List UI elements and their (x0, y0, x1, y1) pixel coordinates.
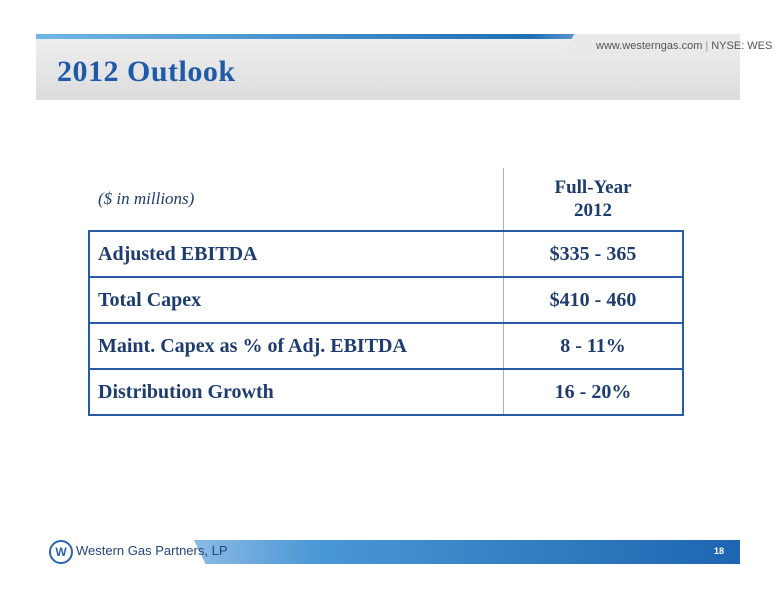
table-row: Total Capex $410 - 460 (88, 276, 682, 323)
row-label: Adjusted EBITDA (88, 230, 504, 277)
row-label: Distribution Growth (88, 368, 504, 414)
row-value: $410 - 460 (503, 276, 682, 323)
page-title: 2012 Outlook (57, 55, 236, 88)
row-label: Maint. Capex as % of Adj. EBITDA (88, 322, 504, 369)
company-name: Western Gas Partners, LP (76, 543, 228, 558)
site-url-text: www.westerngas.com | NYSE: WES (596, 40, 772, 52)
column-header-line2: 2012 (574, 200, 612, 221)
table-header-row: ($ in millions) Full-Year 2012 (88, 168, 682, 231)
header-accent-line (36, 34, 740, 39)
column-header: Full-Year 2012 (503, 168, 682, 231)
table-row: Maint. Capex as % of Adj. EBITDA 8 - 11% (88, 322, 682, 369)
row-value: 8 - 11% (503, 322, 682, 369)
column-header-line1: Full-Year (554, 177, 632, 198)
row-value: $335 - 365 (503, 230, 682, 277)
separator: | (705, 40, 709, 52)
table-row: Distribution Growth 16 - 20% (88, 368, 682, 414)
ticker: NYSE: WES (711, 40, 773, 52)
row-value: 16 - 20% (503, 368, 682, 414)
header-tab (560, 34, 740, 58)
page-number: 18 (714, 546, 725, 556)
unit-note: ($ in millions) (98, 189, 195, 208)
site-url: www.westerngas.com (596, 40, 703, 52)
row-label: Total Capex (88, 276, 504, 323)
table-row: Adjusted EBITDA $335 - 365 (88, 230, 682, 277)
outlook-table: ($ in millions) Full-Year 2012 Adjusted … (88, 168, 682, 414)
western-gas-logo-icon: W (49, 540, 73, 564)
